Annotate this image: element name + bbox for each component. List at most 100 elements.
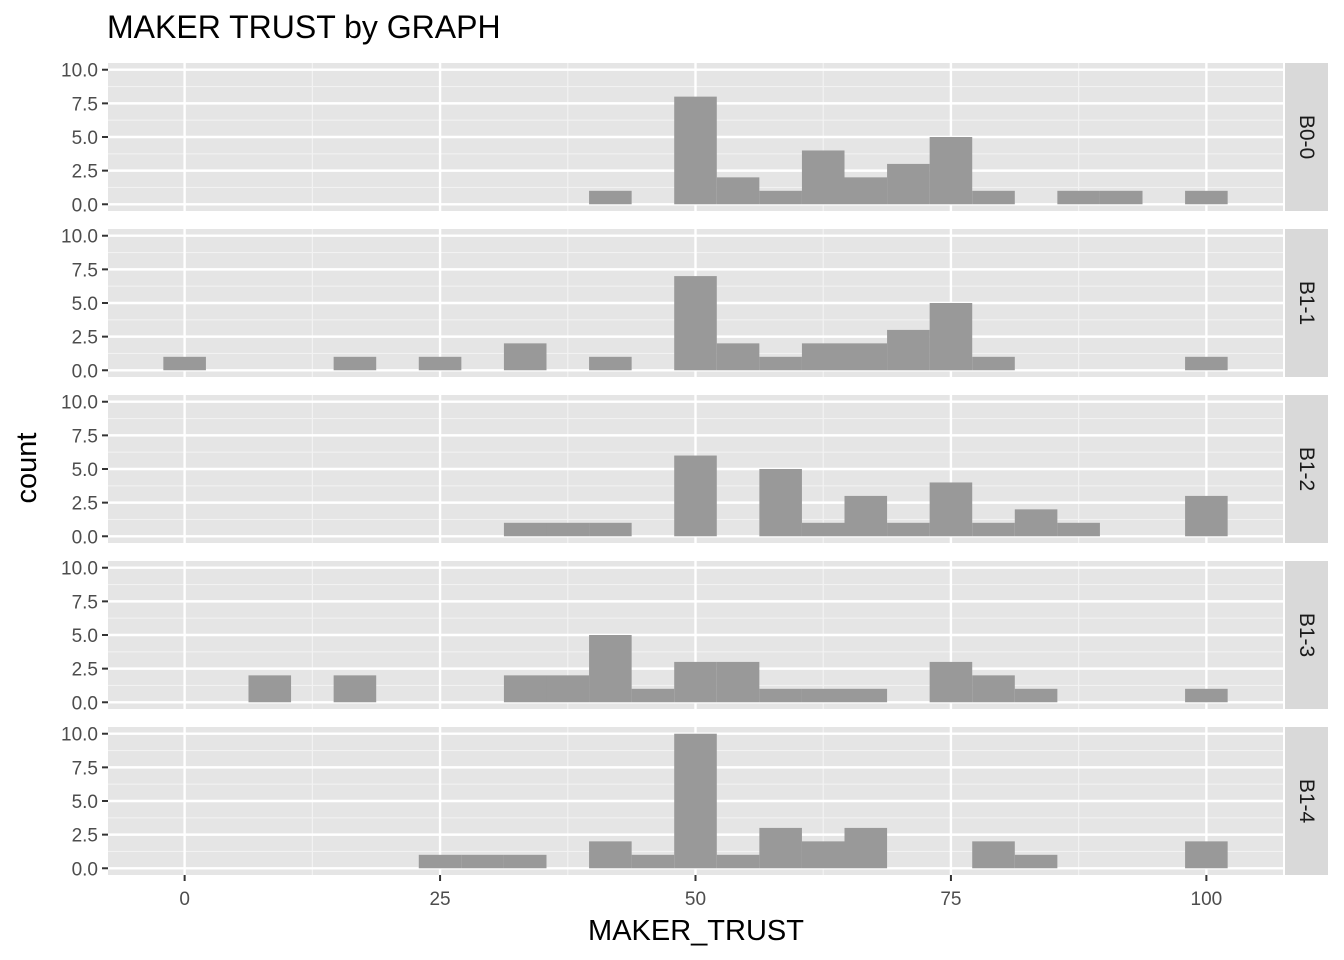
histogram-bar bbox=[248, 675, 292, 703]
facet-panel-B1-2: 0.0 2.5 5.0 7.5 10.0 B1-2 bbox=[61, 393, 1328, 548]
facet-strip-label: B0-0 bbox=[1295, 115, 1318, 159]
histogram-bar bbox=[972, 841, 1015, 869]
histogram-bar bbox=[674, 661, 717, 703]
facet-panel-B1-1: 0.0 2.5 5.0 7.5 10.0 B1-1 bbox=[61, 227, 1328, 382]
y-tick-label: 5.0 bbox=[72, 626, 98, 647]
histogram-bar bbox=[589, 522, 632, 537]
y-tick-label: 5.0 bbox=[72, 294, 98, 315]
histogram-bar bbox=[546, 522, 590, 537]
y-tick-label: 7.5 bbox=[72, 592, 98, 613]
x-axis-label: MAKER_TRUST bbox=[588, 915, 804, 947]
facet-strip-label: B1-3 bbox=[1295, 613, 1318, 657]
histogram-bar bbox=[503, 343, 547, 371]
histogram-bar bbox=[1185, 841, 1228, 869]
histogram-bar bbox=[503, 675, 547, 703]
histogram-bar bbox=[589, 841, 632, 869]
histogram-bar bbox=[716, 343, 760, 371]
histogram-bar bbox=[1014, 854, 1058, 869]
histogram-bar bbox=[801, 150, 845, 205]
histogram-bar bbox=[972, 356, 1015, 371]
y-tick-label: 2.5 bbox=[72, 826, 98, 847]
histogram-bar bbox=[844, 688, 888, 703]
y-tick-label: 2.5 bbox=[72, 328, 98, 349]
x-tick-label: 75 bbox=[940, 889, 961, 910]
histogram-bar bbox=[759, 190, 802, 205]
histogram-bar bbox=[163, 356, 206, 371]
y-tick-label: 10.0 bbox=[61, 227, 98, 248]
histogram-bar bbox=[589, 356, 632, 371]
histogram-bar bbox=[589, 190, 632, 205]
facet-strip bbox=[1285, 727, 1328, 875]
y-tick-label: 2.5 bbox=[72, 660, 98, 681]
histogram-bar bbox=[418, 356, 462, 371]
histogram-bar bbox=[844, 343, 888, 371]
y-tick-label: 0.0 bbox=[72, 693, 98, 714]
histogram-bar bbox=[1185, 495, 1228, 537]
histogram-bar bbox=[674, 96, 717, 205]
facet-panels: 0.0 2.5 5.0 7.5 10.0 B0-0 0.0 2.5 5.0 7.5 10.0 B1-1… bbox=[61, 61, 1328, 880]
histogram-bar bbox=[972, 190, 1015, 205]
histogram-bar bbox=[333, 356, 377, 371]
y-tick-label: 0.0 bbox=[72, 361, 98, 382]
y-axis-label: count bbox=[11, 433, 43, 504]
facet-panel-B1-4: 0.0 2.5 5.0 7.5 10.0 B1-4 bbox=[61, 725, 1328, 880]
histogram-bar bbox=[1014, 688, 1058, 703]
y-tick-label: 7.5 bbox=[72, 758, 98, 779]
y-tick-label: 10.0 bbox=[61, 559, 98, 580]
histogram-bar bbox=[631, 854, 675, 869]
y-tick-label: 2.5 bbox=[72, 162, 98, 183]
histogram-bar bbox=[972, 675, 1015, 703]
histogram-bar bbox=[461, 854, 504, 869]
histogram-bar bbox=[1057, 190, 1100, 205]
facet-panel-B1-3: 0.0 2.5 5.0 7.5 10.0 B1-3 bbox=[61, 559, 1328, 714]
histogram-bar bbox=[716, 661, 760, 703]
histogram-bar bbox=[759, 356, 802, 371]
histogram-bar bbox=[929, 482, 973, 537]
y-tick-label: 5.0 bbox=[72, 792, 98, 813]
histogram-bar bbox=[1057, 522, 1100, 537]
histogram-bar bbox=[418, 854, 462, 869]
histogram-bar bbox=[887, 163, 930, 205]
y-tick-label: 10.0 bbox=[61, 61, 98, 82]
y-tick-label: 7.5 bbox=[72, 426, 98, 447]
facet-strip-label: B1-4 bbox=[1295, 779, 1318, 824]
x-tick-label: 50 bbox=[685, 889, 706, 910]
histogram-bar bbox=[546, 675, 590, 703]
histogram-bar bbox=[716, 854, 760, 869]
histogram-bar bbox=[1014, 509, 1058, 537]
histogram-bar bbox=[759, 688, 802, 703]
facet-strip bbox=[1285, 229, 1328, 377]
histogram-bar bbox=[801, 522, 845, 537]
y-tick-label: 0.0 bbox=[72, 527, 98, 548]
histogram-bar bbox=[759, 469, 802, 537]
chart-title: MAKER TRUST by GRAPH bbox=[107, 9, 501, 45]
histogram-bar bbox=[674, 733, 717, 869]
facet-panel-B0-0: 0.0 2.5 5.0 7.5 10.0 B0-0 bbox=[61, 61, 1328, 216]
histogram-bar bbox=[759, 827, 802, 869]
histogram-bar bbox=[1185, 688, 1228, 703]
histogram-bar bbox=[801, 343, 845, 371]
histogram-bar bbox=[972, 522, 1015, 537]
histogram-bar bbox=[929, 661, 973, 703]
y-tick-label: 0.0 bbox=[72, 859, 98, 880]
histogram-bar bbox=[1185, 190, 1228, 205]
histogram-bar bbox=[589, 635, 632, 703]
histogram-bar bbox=[1185, 356, 1228, 371]
x-axis: 0 25 50 75 100 bbox=[179, 875, 1222, 910]
histogram-bar bbox=[503, 522, 547, 537]
y-tick-label: 10.0 bbox=[61, 393, 98, 414]
y-tick-label: 7.5 bbox=[72, 260, 98, 281]
facet-strip-label: B1-2 bbox=[1295, 447, 1318, 491]
y-tick-label: 10.0 bbox=[61, 725, 98, 746]
histogram-bar bbox=[674, 455, 717, 537]
x-tick-label: 25 bbox=[429, 889, 450, 910]
histogram-bar bbox=[333, 675, 377, 703]
facet-strip bbox=[1285, 561, 1328, 709]
facet-strip bbox=[1285, 63, 1328, 211]
y-tick-label: 5.0 bbox=[72, 128, 98, 149]
y-tick-label: 5.0 bbox=[72, 460, 98, 481]
histogram-bar bbox=[631, 688, 675, 703]
histogram-bar bbox=[844, 177, 888, 205]
y-tick-label: 0.0 bbox=[72, 195, 98, 216]
histogram-bar bbox=[929, 137, 973, 205]
